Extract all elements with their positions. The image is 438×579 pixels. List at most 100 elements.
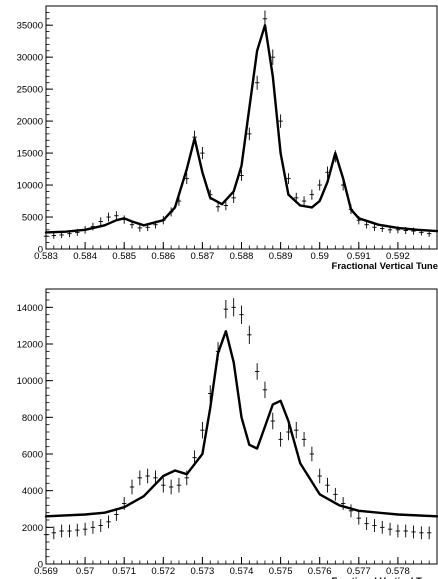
x-tick-label: 0.583 bbox=[34, 251, 58, 262]
data-point bbox=[67, 524, 72, 538]
data-point bbox=[286, 173, 291, 185]
x-tick-label: 0.586 bbox=[151, 251, 175, 262]
data-point bbox=[294, 421, 299, 439]
x-tick-label: 0.577 bbox=[347, 566, 371, 577]
data-point bbox=[278, 114, 283, 128]
x-tick-label: 0.587 bbox=[191, 251, 215, 262]
x-tick-label: 0.578 bbox=[386, 566, 410, 577]
y-tick-label: 6000 bbox=[22, 450, 43, 461]
data-point bbox=[380, 520, 385, 534]
data-point bbox=[98, 217, 103, 226]
data-point bbox=[161, 477, 166, 493]
y-tick-label: 5000 bbox=[22, 213, 43, 224]
data-point bbox=[106, 212, 111, 222]
x-tick-label: 0.589 bbox=[269, 251, 293, 262]
fit-curve bbox=[44, 330, 438, 518]
data-point bbox=[145, 468, 150, 484]
data-point bbox=[317, 179, 322, 191]
data-point bbox=[90, 520, 96, 534]
y-tick-label: 0 bbox=[38, 245, 43, 256]
data-point bbox=[200, 147, 205, 160]
data-point bbox=[43, 233, 49, 240]
x-tick-label: 0.584 bbox=[73, 251, 97, 262]
y-tick-label: 15000 bbox=[17, 149, 43, 160]
data-point bbox=[247, 325, 252, 344]
data-point bbox=[364, 517, 369, 531]
x-tick-label: 0.57 bbox=[76, 566, 95, 577]
data-point bbox=[176, 477, 182, 493]
y-tick-label: 14000 bbox=[17, 303, 43, 314]
data-point bbox=[168, 479, 174, 495]
y-tick-label: 30000 bbox=[17, 53, 43, 64]
data-point bbox=[403, 524, 408, 538]
y-tick-label: 4000 bbox=[22, 486, 43, 497]
data-point bbox=[278, 432, 283, 447]
y-tick-label: 10000 bbox=[17, 376, 43, 387]
data-point bbox=[372, 223, 377, 232]
y-tick-label: 10000 bbox=[17, 181, 43, 192]
data-point bbox=[75, 523, 80, 537]
data-point bbox=[364, 220, 369, 229]
data-point bbox=[231, 298, 236, 317]
data-point bbox=[82, 522, 88, 536]
data-point bbox=[59, 524, 64, 538]
data-point bbox=[254, 75, 260, 90]
plot-frame bbox=[45, 288, 438, 565]
x-tick-label: 0.571 bbox=[112, 566, 136, 577]
plot-frame bbox=[45, 5, 438, 250]
data-point bbox=[43, 528, 49, 542]
y-tick-label: 35000 bbox=[17, 21, 43, 32]
x-tick-label: 0.588 bbox=[230, 251, 254, 262]
data-point bbox=[317, 468, 322, 484]
x-tick-label: 0.591 bbox=[347, 251, 371, 262]
data-point bbox=[426, 526, 432, 540]
x-tick-label: 0.574 bbox=[230, 566, 254, 577]
data-point bbox=[270, 412, 275, 430]
data-point bbox=[286, 423, 291, 441]
y-tick-label: 25000 bbox=[17, 85, 43, 96]
data-point bbox=[239, 170, 244, 181]
x-tick-label: 0.572 bbox=[151, 566, 175, 577]
fit-curve bbox=[44, 24, 438, 234]
y-tick-label: 8000 bbox=[22, 413, 43, 424]
data-point bbox=[98, 519, 103, 532]
data-point bbox=[356, 511, 361, 525]
y-tick-label: 20000 bbox=[17, 117, 43, 128]
data-point bbox=[270, 49, 275, 65]
data-point bbox=[301, 432, 307, 447]
x-tick-label: 0.576 bbox=[308, 566, 332, 577]
data-point bbox=[184, 173, 189, 185]
data-point bbox=[106, 515, 111, 529]
data-point bbox=[419, 526, 424, 540]
data-point bbox=[137, 224, 143, 232]
x-tick-label: 0.569 bbox=[34, 566, 58, 577]
x-tick-label: 0.585 bbox=[112, 251, 136, 262]
data-point bbox=[137, 470, 143, 486]
y-tick-label: 12000 bbox=[17, 340, 43, 351]
y-tick-label: 0 bbox=[38, 560, 43, 571]
data-point bbox=[387, 522, 393, 536]
data-point bbox=[262, 381, 268, 399]
data-point bbox=[215, 201, 221, 212]
data-point bbox=[411, 525, 416, 539]
x-tick-label: 0.592 bbox=[386, 251, 410, 262]
bottom-resonance-panel: 0 2000 4000 6000 8000 10000 12000 14000 0.569 0.5… bbox=[17, 288, 438, 579]
data-point bbox=[231, 192, 236, 203]
data-point bbox=[395, 524, 401, 538]
data-point bbox=[223, 200, 229, 211]
data-point bbox=[51, 526, 57, 540]
data-point bbox=[114, 211, 119, 221]
data-point bbox=[223, 300, 229, 319]
data-point bbox=[340, 497, 346, 510]
data-point bbox=[51, 232, 57, 239]
x-tick-label: 0.573 bbox=[191, 566, 215, 577]
data-point bbox=[372, 519, 377, 532]
top-resonance-panel: 0 5000 10000 15000 20000 25000 30000 35000 0.583… bbox=[17, 5, 438, 272]
data-point bbox=[333, 487, 338, 501]
data-point bbox=[247, 127, 252, 141]
x-axis-title: Fractional Vertical Tune bbox=[332, 261, 438, 272]
data-point bbox=[301, 196, 307, 206]
data-point bbox=[325, 477, 330, 493]
data-point bbox=[200, 421, 205, 439]
